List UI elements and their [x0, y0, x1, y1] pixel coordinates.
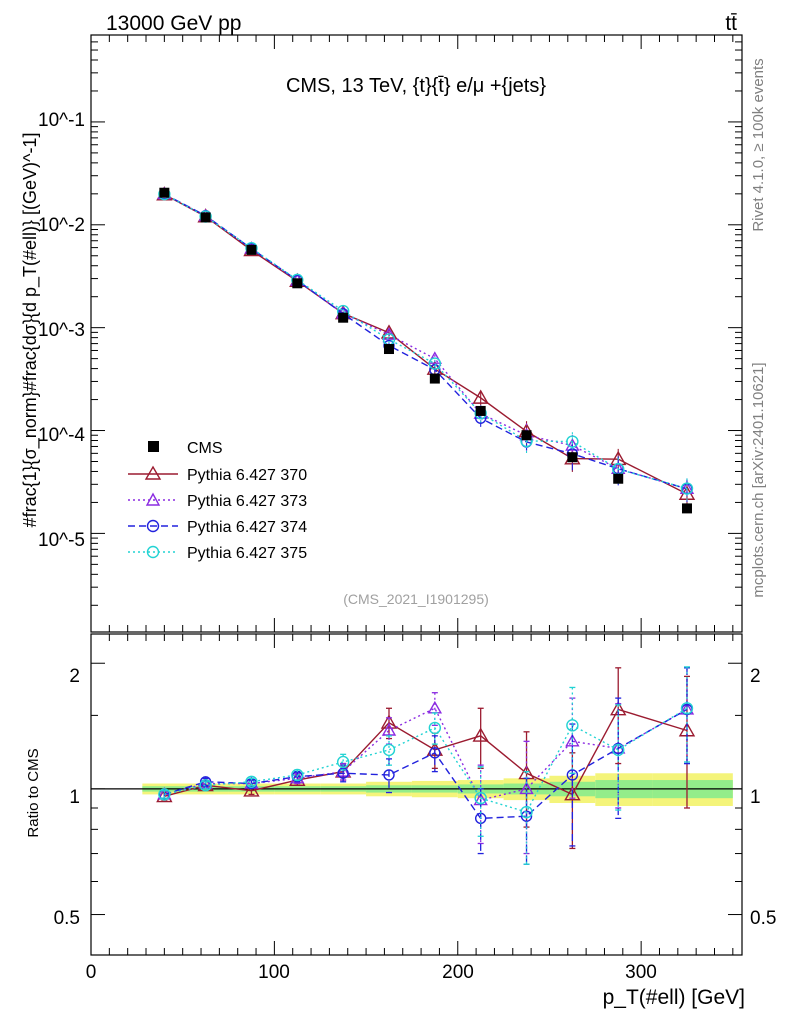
- main-plot-marks: [156, 186, 696, 514]
- data-point-cms: [383, 344, 394, 355]
- legend-label-374: Pythia 6.427 374: [187, 519, 307, 536]
- ratio-line-375: [164, 707, 688, 813]
- point-375: [566, 435, 579, 448]
- point-375: [428, 357, 442, 370]
- data-point-cms: [681, 503, 692, 514]
- ratio-point-370: [472, 727, 489, 742]
- ratio-point-375: [428, 721, 442, 735]
- ratio-point-374: [520, 810, 533, 822]
- ratio-tick-2-left: 2: [69, 666, 80, 687]
- x-tick-labels: 0 100 200 300: [86, 962, 657, 983]
- main-plot-frame: [90, 34, 743, 633]
- x-axis-label: p_T(#ell) [GeV]: [603, 986, 745, 1009]
- ratio-tick-labels: 0.5 1 2 0.5 1 2: [54, 666, 777, 929]
- energy-label: 13000 GeV pp: [106, 12, 241, 35]
- ratio-plot-marks: [91, 666, 742, 865]
- y-tick-labels: 10^-5 10^-4 10^-3 10^-2 10^-1: [38, 110, 85, 551]
- series-line-370: [164, 193, 688, 495]
- ratio-point-375: [680, 702, 694, 715]
- x-tick-200: 200: [442, 962, 474, 983]
- ratio-point-375: [474, 791, 487, 805]
- ratio-point-375: [336, 755, 350, 769]
- ratio-point-375: [520, 805, 533, 819]
- legend: CMS Pythia 6.427 370 Pythia 6.427 373 Py…: [128, 440, 307, 562]
- ratio-point-375: [199, 779, 212, 792]
- ratio-axis-label: Ratio to CMS: [25, 748, 42, 837]
- y-tick-1e-1: 10^-1: [38, 110, 85, 131]
- ratio-point-373: [381, 723, 397, 736]
- ratio-point-375: [158, 788, 171, 801]
- plot-title: CMS, 13 TeV, {t}{t̄} e/μ +{jets}: [286, 75, 546, 97]
- ratio-line-374: [164, 708, 688, 820]
- process-label: tt̄: [725, 12, 737, 35]
- ratio-tick-2-right: 2: [750, 666, 761, 687]
- data-point-cms: [521, 430, 532, 441]
- y-tick-1e-4: 10^-4: [38, 425, 85, 446]
- analysis-id: (CMS_2021_I1901295): [343, 591, 489, 607]
- ratio-tick-0.5-left: 0.5: [54, 908, 80, 929]
- ratio-point-370: [564, 786, 581, 801]
- point-373: [565, 438, 580, 451]
- legend-marker-370: [144, 465, 162, 480]
- axis-ticks: [90, 35, 742, 956]
- series-line-375: [164, 193, 688, 490]
- legend-marker-374: [146, 519, 160, 533]
- data-point-cms: [475, 405, 486, 416]
- data-point-cms: [159, 187, 170, 198]
- ratio-plot-frame: [90, 633, 743, 956]
- ratio-point-373: [565, 733, 580, 747]
- ratio-point-374: [383, 769, 395, 781]
- point-373: [427, 351, 443, 364]
- x-tick-0: 0: [86, 962, 97, 983]
- legend-label-370: Pythia 6.427 370: [187, 467, 307, 484]
- legend-label-375: Pythia 6.427 375: [187, 545, 307, 562]
- legend-marker-cms: [148, 441, 159, 452]
- data-point-cms: [567, 452, 578, 463]
- ratio-point-375: [291, 768, 304, 782]
- legend-label-cms: CMS: [187, 440, 223, 457]
- series-line-373: [164, 193, 688, 490]
- point-373: [381, 327, 397, 340]
- y-tick-1e-2: 10^-2: [38, 215, 85, 236]
- legend-label-373: Pythia 6.427 373: [187, 493, 307, 510]
- rivet-version-label: Rivet 4.1.0, ≥ 100k events: [750, 58, 767, 231]
- data-point-cms: [246, 244, 257, 255]
- ratio-point-375: [382, 743, 396, 757]
- ratio-tick-1-right: 1: [750, 787, 761, 808]
- x-tick-300: 300: [625, 962, 657, 983]
- data-point-cms: [338, 312, 349, 323]
- ratio-point-374: [337, 767, 349, 779]
- ratio-point-375: [612, 743, 625, 757]
- ratio-tick-1-left: 1: [69, 787, 80, 808]
- data-point-cms: [613, 473, 624, 484]
- y-tick-1e-5: 10^-5: [38, 530, 85, 551]
- ratio-point-373: [427, 700, 443, 714]
- y-tick-1e-3: 10^-3: [38, 320, 85, 341]
- point-375: [680, 482, 694, 495]
- ratio-point-374: [566, 769, 579, 781]
- uncertainty-bands: [142, 773, 733, 806]
- legend-marker-373: [145, 492, 161, 506]
- ratio-point-370: [243, 782, 260, 797]
- legend-marker-375: [146, 545, 160, 559]
- point-370: [472, 389, 489, 404]
- ratio-point-373: [335, 764, 351, 777]
- y-axis-label: #frac{1}{σ_norm}#frac{dσ}{d p_T(#ell)} […: [20, 133, 41, 528]
- ratio-tick-0.5-right: 0.5: [750, 908, 776, 929]
- ratio-point-375: [245, 775, 258, 788]
- ratio-point-374: [429, 747, 441, 759]
- data-point-cms: [200, 212, 211, 223]
- data-point-cms: [292, 278, 303, 289]
- ratio-point-375: [566, 719, 579, 732]
- series-line-374: [164, 193, 688, 490]
- ratio-line-370: [164, 708, 688, 797]
- x-tick-100: 100: [258, 962, 290, 983]
- source-label: mcplots.cern.ch [arXiv:2401.10621]: [750, 362, 767, 597]
- data-point-cms: [429, 373, 440, 384]
